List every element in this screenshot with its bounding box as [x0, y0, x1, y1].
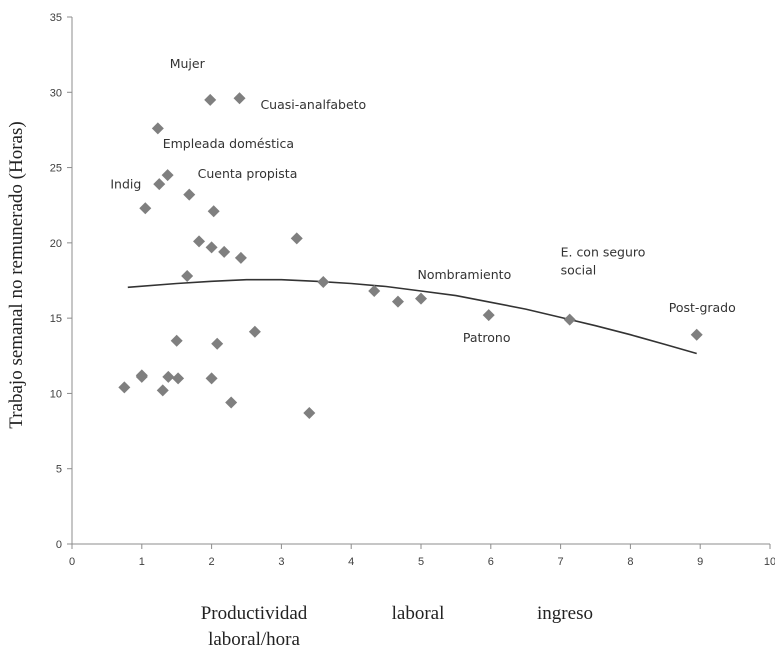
data-point	[118, 381, 131, 394]
data-point	[151, 122, 164, 135]
x-axis-title-productividad-line2: laboral/hora	[208, 629, 300, 650]
data-point	[181, 269, 194, 282]
annotation-label: Cuenta propista	[198, 166, 298, 181]
annotation-label: Nombramiento	[418, 267, 512, 282]
data-point	[690, 328, 703, 341]
annotation-label: Mujer	[170, 56, 206, 71]
x-tick-label: 1	[139, 556, 145, 568]
annotation-label: Post-grado	[669, 300, 736, 315]
data-point	[248, 325, 261, 338]
data-point	[211, 337, 224, 350]
y-tick-label: 35	[50, 12, 62, 24]
data-point	[482, 309, 495, 322]
annotation-label: E. con seguro	[561, 244, 646, 259]
data-point	[204, 93, 217, 106]
data-point	[153, 178, 166, 191]
x-tick-label: 9	[697, 556, 703, 568]
annotation-label: Indig	[110, 177, 141, 192]
point-annotations: Mujer Cuasi-analfabeto Empleada doméstica C…	[110, 56, 735, 345]
x-axis-title-laboral: laboral	[392, 603, 445, 624]
data-point	[233, 92, 246, 105]
x-tick-label: 0	[69, 556, 75, 568]
y-tick-label: 15	[50, 313, 62, 325]
data-point	[205, 241, 218, 254]
trend-line	[127, 278, 697, 355]
x-tick-label: 7	[558, 556, 564, 568]
x-axis-ticks: 0 1 2 3 4 5 6 7 8 9 10	[69, 544, 775, 568]
data-point	[205, 372, 218, 385]
y-tick-label: 5	[56, 464, 62, 476]
data-point	[156, 384, 169, 397]
data-point	[193, 235, 206, 248]
data-point	[162, 370, 175, 383]
annotation-label: Cuasi-analfabeto	[260, 97, 366, 112]
x-tick-label: 6	[488, 556, 494, 568]
data-point	[139, 202, 152, 215]
data-point	[391, 295, 404, 308]
x-tick-label: 10	[764, 556, 775, 568]
y-tick-label: 25	[50, 163, 62, 175]
data-point	[290, 232, 303, 245]
data-point	[368, 285, 381, 298]
y-tick-label: 0	[56, 539, 62, 551]
annotation-label: Patrono	[463, 330, 511, 345]
data-point	[183, 188, 196, 201]
annotation-label: Empleada doméstica	[163, 136, 294, 151]
y-tick-label: 20	[50, 238, 62, 250]
data-points	[118, 92, 703, 420]
data-point	[225, 396, 238, 409]
x-tick-label: 4	[348, 556, 354, 568]
data-point	[170, 334, 183, 347]
x-axis-title-productividad: Productividad	[201, 603, 308, 624]
data-point	[303, 407, 316, 420]
y-axis-title: Trabajo semanal no remunerado (Horas)	[6, 121, 27, 428]
y-tick-label: 10	[50, 388, 62, 400]
x-tick-label: 3	[278, 556, 284, 568]
data-point	[218, 245, 231, 258]
data-point	[135, 370, 148, 383]
y-axis-ticks: 0 5 10 15 20 25 30 35	[50, 12, 72, 551]
data-point	[207, 205, 220, 218]
data-point	[415, 292, 427, 305]
x-tick-label: 8	[627, 556, 633, 568]
data-point	[161, 169, 174, 182]
y-tick-label: 30	[50, 87, 62, 99]
data-point	[317, 276, 330, 289]
data-point	[234, 251, 247, 264]
x-axis-title-ingreso: ingreso	[537, 603, 593, 624]
data-point	[172, 372, 185, 385]
annotation-label: social	[561, 262, 597, 277]
x-tick-label: 5	[418, 556, 424, 568]
data-point	[563, 313, 576, 326]
x-tick-label: 2	[209, 556, 215, 568]
